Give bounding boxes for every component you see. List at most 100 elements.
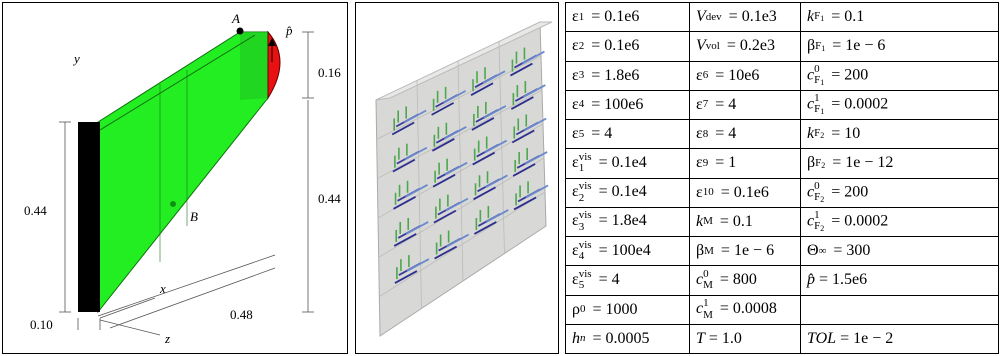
subscript: 8 (703, 128, 709, 140)
symbol: p̂ (807, 271, 815, 288)
symbol: c (807, 213, 814, 230)
value: = 4 (599, 271, 620, 288)
diagram-label: z (164, 331, 170, 346)
subscript-group: 0 (580, 304, 586, 316)
diagram-label: A (231, 11, 240, 26)
subscript: ∞ (819, 245, 827, 257)
table-cell: c1F1 = 0.0002 (801, 90, 999, 119)
symbol: V (696, 8, 706, 25)
symbol: ε (572, 125, 579, 142)
scripts: 7 (703, 99, 709, 111)
diagram-label: p̂ (285, 23, 293, 38)
scripts: vol (706, 41, 720, 53)
value: = 4 (591, 125, 612, 142)
symbol: k (807, 125, 814, 142)
subscript-group: dev (706, 12, 722, 24)
subscript-group: 7 (703, 99, 709, 111)
value: = 1.8e6 (591, 67, 639, 84)
point-a (237, 28, 244, 35)
value: = 1.8e4 (599, 213, 647, 230)
diagram-label: B (190, 209, 198, 224)
subscript-group: n (580, 333, 586, 345)
sub-subscript: 2 (820, 131, 824, 140)
subscript: 6 (703, 69, 709, 81)
table-cell: ε9 = 1 (690, 149, 801, 178)
table-cell (801, 295, 999, 324)
diagram-label: 0.44 (318, 191, 341, 206)
subscript: 10 (703, 186, 714, 198)
fixed-face (78, 122, 100, 312)
scripts: 0F2 (814, 181, 824, 205)
table-cell: ρ0 = 1000 (566, 295, 690, 324)
symbol: ε (696, 154, 703, 171)
diagram-label: 0.44 (24, 203, 47, 218)
scripts: F1 (814, 11, 824, 23)
value: = 1.0 (709, 330, 742, 347)
value: = 4 (715, 125, 736, 142)
table-cell: T = 1.0 (690, 324, 801, 353)
table-cell: ε7 = 4 (690, 90, 801, 119)
symbol: β (807, 154, 815, 171)
symbol: ε (696, 184, 703, 201)
subscript-group: 5 (579, 280, 592, 292)
subscript-group: 1 (579, 163, 592, 175)
sub-subscript: 1 (820, 78, 824, 87)
symbol: ε (572, 271, 579, 288)
symbol: β (807, 37, 815, 54)
scripts: M (704, 246, 714, 258)
table-cell: βF1 = 1e − 6 (801, 32, 999, 61)
symbol: Θ (807, 242, 819, 259)
subscript-group: 10 (703, 187, 714, 199)
sub-subscript: 1 (820, 107, 824, 116)
diagram-label: 0.16 (318, 65, 341, 80)
symbol: ε (696, 96, 703, 113)
table-cell: βF2 = 1e − 12 (801, 149, 999, 178)
table-cell: p̂ = 1.5e6 (801, 266, 999, 295)
scripts: vis3 (579, 210, 592, 233)
subscript-group: F2 (814, 192, 824, 204)
value: = 800 (720, 271, 757, 288)
table-cell: Θ∞ = 300 (801, 237, 999, 266)
table-cell: c1F2 = 0.0002 (801, 207, 999, 236)
symbol: h (572, 330, 580, 347)
value: = 4 (715, 96, 736, 113)
subscript-group: F2 (815, 158, 825, 170)
scripts: vis5 (579, 269, 592, 292)
subscript-group: M (703, 280, 713, 292)
table-cell: kF2 = 10 (801, 120, 999, 149)
scripts: vis4 (579, 240, 592, 263)
scripts: F2 (814, 128, 824, 140)
symbol: ε (696, 67, 703, 84)
scripts: 2 (579, 41, 585, 53)
value: = 200 (831, 66, 868, 83)
scripts: 4 (579, 99, 585, 111)
value: = 1.5e6 (819, 271, 867, 288)
table-cell: εvis1 = 0.1e4 (566, 149, 690, 178)
subscript: 4 (579, 98, 585, 110)
symbol: ε (572, 96, 579, 113)
value: = 0.1e6 (591, 8, 639, 25)
table-row: ε4 = 100e6ε7 = 4c1F1 = 0.0002 (566, 90, 999, 119)
symbol: ε (572, 154, 579, 171)
symbol: ε (696, 125, 703, 142)
subscript: M (703, 215, 713, 227)
symbol: ε (572, 213, 579, 230)
subscript-group: M (704, 246, 714, 258)
symbol: ρ (572, 301, 580, 318)
diagram-label: x (159, 281, 166, 296)
symbol: TOL (807, 330, 836, 347)
subscript: M (703, 279, 713, 291)
table-row: ε2 = 0.1e6Vvol = 0.2e3βF1 = 1e − 6 (566, 32, 999, 61)
subscript-group: vol (706, 41, 720, 53)
symbol: c (807, 66, 814, 83)
scripts: M (703, 216, 713, 228)
symbol: T (696, 330, 705, 347)
